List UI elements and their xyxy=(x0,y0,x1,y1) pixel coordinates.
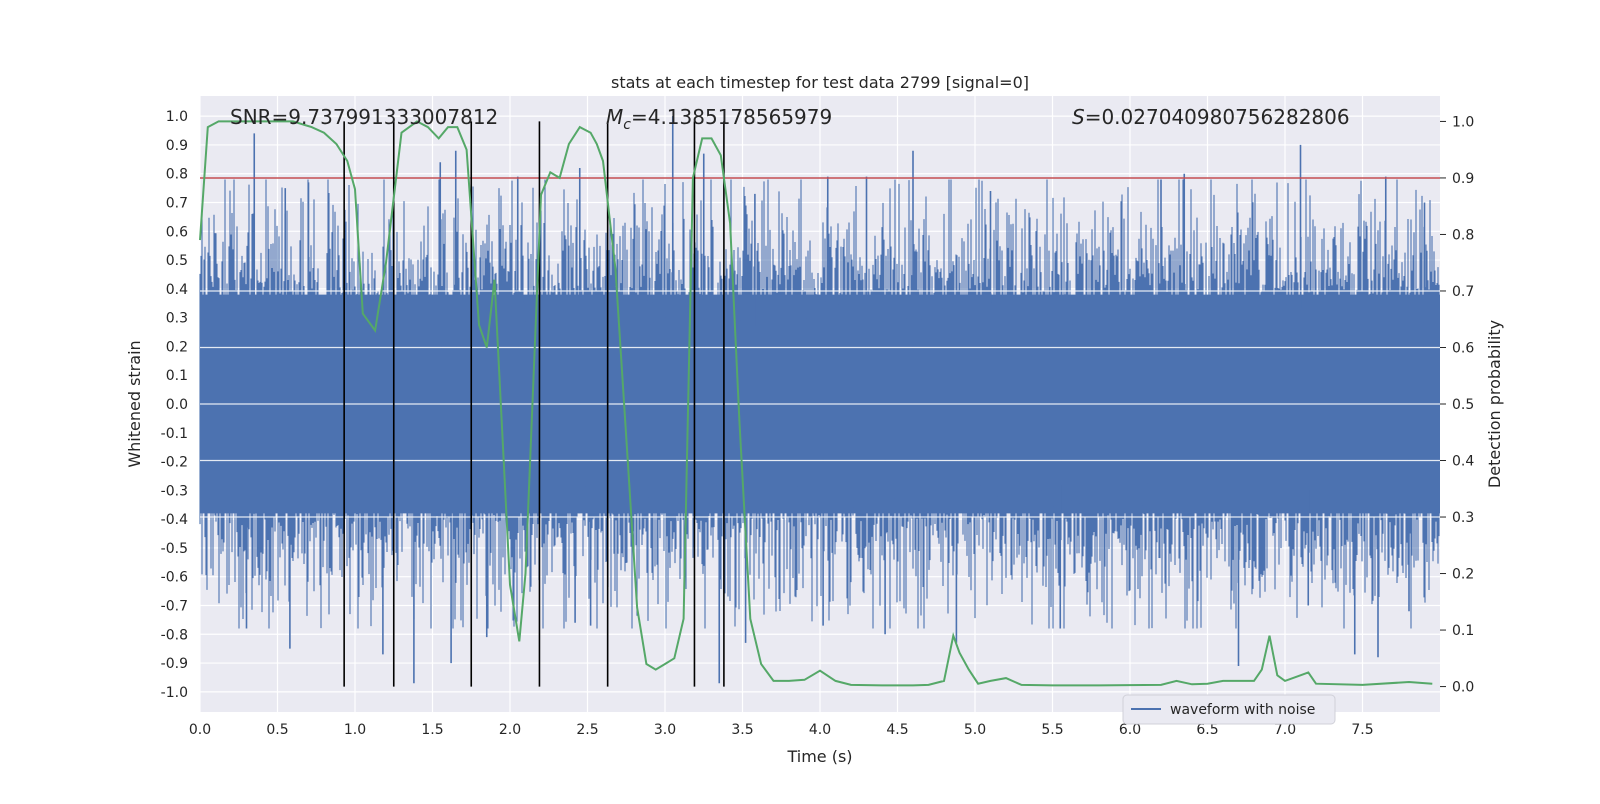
chart-title: stats at each timestep for test data 279… xyxy=(611,73,1029,92)
x-axis-ticks: 0.0 0.5 1.0 1.5 2.0 2.5 3.0 3.5 4.0 4.5 5.0 5.5 6.0 6… xyxy=(189,722,1374,738)
y-tick-label: -0.6 xyxy=(161,570,188,586)
y-tick-label: 0.5 xyxy=(166,253,188,269)
grid-overlay xyxy=(200,290,1440,518)
y-tick-label: 0.3 xyxy=(166,311,188,327)
x-tick-label: 7.0 xyxy=(1274,722,1296,738)
x-axis-label: Time (s) xyxy=(786,747,852,766)
s-value: =0.027040980756282806 xyxy=(1085,105,1350,129)
mc-value: =4.1385178565979 xyxy=(631,105,832,129)
y-tick-label: -0.8 xyxy=(161,627,188,643)
detection-probability-line xyxy=(199,120,1433,687)
y-tick-label: 0.4 xyxy=(166,282,188,298)
legend-box xyxy=(1122,694,1336,725)
mc-symbol: M xyxy=(606,105,623,129)
y2-axis-ticks: 0.0 0.1 0.2 0.3 0.4 0.5 0.6 0.7 0.8 0.9 1.0 xyxy=(1440,114,1474,696)
x-tick-label: 4.5 xyxy=(886,722,908,738)
x-tick-label: 7.5 xyxy=(1351,722,1373,738)
x-tick-label: 4.0 xyxy=(809,722,831,738)
s-annotation: S=0.027040980756282806 xyxy=(1072,105,1350,129)
x-tick-label: 0.0 xyxy=(189,722,211,738)
x-tick-label: 1.5 xyxy=(421,722,443,738)
snr-annotation: SNR=9.737991333007812 xyxy=(230,105,498,129)
y2-tick-label: 0.6 xyxy=(1452,340,1474,356)
y-tick-label: 0.0 xyxy=(166,397,188,413)
y-tick-label: 1.0 xyxy=(166,109,188,125)
y2-tick-label: 0.8 xyxy=(1452,227,1474,243)
y-tick-label: 0.1 xyxy=(166,368,188,384)
waveform-series xyxy=(199,116,1440,684)
y2-tick-label: 0.9 xyxy=(1452,171,1474,187)
y-tick-label: -0.1 xyxy=(161,426,188,442)
y-axis-ticks: -1.0 -0.9 -0.8 -0.7 -0.6 -0.5 -0.4 -0.3 -0.2 -0.1… xyxy=(161,109,188,701)
y2-tick-label: 0.4 xyxy=(1452,454,1474,470)
x-tick-label: 6.0 xyxy=(1119,722,1141,738)
legend: waveform with noise xyxy=(1122,694,1336,725)
y2-tick-label: 1.0 xyxy=(1452,114,1474,130)
y2-tick-label: 0.0 xyxy=(1452,680,1474,696)
y-tick-label: -1.0 xyxy=(161,685,188,701)
y2-tick-label: 0.7 xyxy=(1452,284,1474,300)
x-tick-label: 2.5 xyxy=(576,722,598,738)
x-tick-label: 1.0 xyxy=(344,722,366,738)
x-tick-label: 2.0 xyxy=(499,722,521,738)
y-tick-label: -0.9 xyxy=(161,656,188,672)
y-tick-label: -0.2 xyxy=(161,455,188,471)
chirp-mass-annotation: Mc=4.1385178565979 xyxy=(606,105,832,133)
y2-tick-label: 0.2 xyxy=(1452,567,1474,583)
y-tick-label: 0.8 xyxy=(166,167,188,183)
legend-label: waveform with noise xyxy=(1170,702,1315,718)
y2-tick-label: 0.3 xyxy=(1452,510,1474,526)
y-tick-label: -0.3 xyxy=(161,483,188,499)
x-tick-label: 5.5 xyxy=(1041,722,1063,738)
x-tick-label: 5.0 xyxy=(964,722,986,738)
x-tick-label: 6.5 xyxy=(1196,722,1218,738)
y2-tick-label: 0.1 xyxy=(1452,623,1474,639)
y-tick-label: 0.7 xyxy=(166,196,188,212)
y-tick-label: 0.6 xyxy=(166,224,188,240)
y2-axis-label: Detection probability xyxy=(1485,320,1504,488)
x-tick-label: 3.0 xyxy=(654,722,676,738)
mc-subscript: c xyxy=(623,117,631,133)
y-axis-label: Whitened strain xyxy=(125,340,144,467)
y-tick-label: 0.9 xyxy=(166,138,188,154)
y-tick-label: -0.4 xyxy=(161,512,188,528)
y2-tick-label: 0.5 xyxy=(1452,397,1474,413)
s-symbol: S xyxy=(1072,105,1085,129)
y-tick-label: -0.5 xyxy=(161,541,188,557)
y-tick-label: 0.2 xyxy=(166,339,188,355)
x-tick-label: 3.5 xyxy=(731,722,753,738)
y-tick-label: -0.7 xyxy=(161,598,188,614)
x-tick-label: 0.5 xyxy=(266,722,288,738)
